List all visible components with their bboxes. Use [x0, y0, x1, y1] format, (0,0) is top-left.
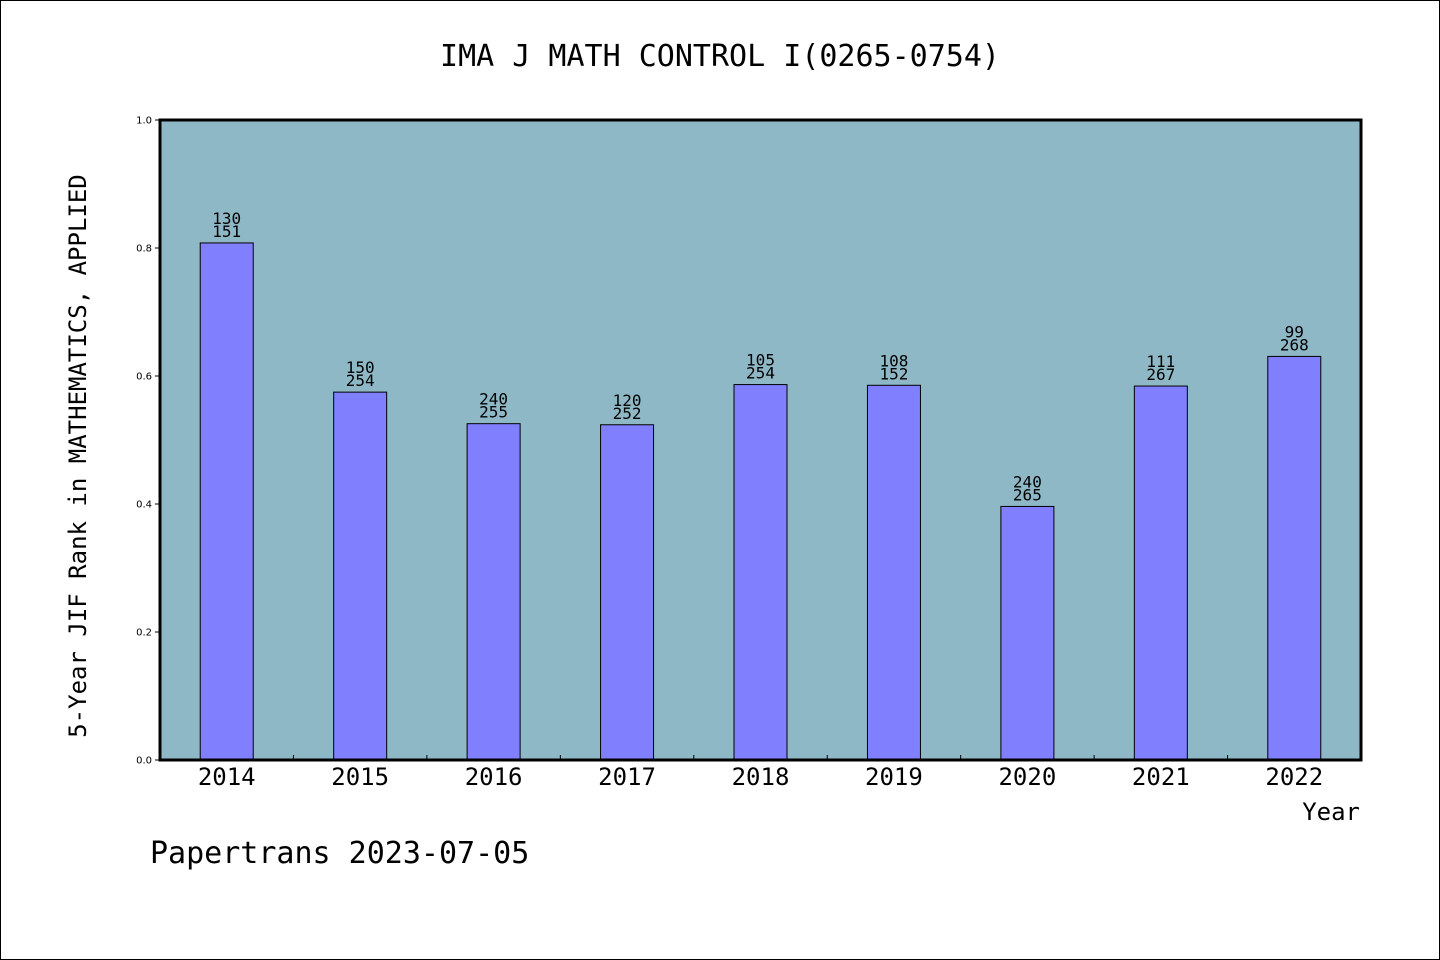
bar-total-label-2021: 267: [1146, 365, 1175, 384]
bar-labels-group: 1301511502542402551202521052541081522402…: [212, 209, 1308, 504]
x-tick-label-2017: 2017: [598, 763, 656, 791]
y-tick-label-0.0: 0.0: [136, 756, 152, 767]
bar-total-label-2016: 255: [479, 403, 508, 422]
bar-total-label-2017: 252: [613, 404, 642, 423]
bar-total-label-2018: 254: [746, 364, 775, 383]
y-tick-label-1.0: 1.0: [136, 116, 152, 127]
y-tick-label-0.4: 0.4: [136, 500, 152, 511]
x-tick-label-2021: 2021: [1132, 763, 1190, 791]
bar-total-label-2015: 254: [346, 371, 375, 390]
x-tick-label-2019: 2019: [865, 763, 923, 791]
bar-2015: [333, 391, 388, 761]
x-tick-label-2016: 2016: [465, 763, 523, 791]
x-axis: 2014 2015 2016 2017 2018 2019 2020 2021 2022: [198, 755, 1323, 791]
plot-border: [158, 118, 1363, 762]
bar-total-label-2022: 268: [1280, 335, 1309, 354]
footer-credit: Papertrans 2023-07-05: [150, 836, 529, 871]
bar-rank-label-2014: 130: [212, 209, 241, 228]
y-tick-label-0.6: 0.6: [136, 372, 152, 383]
bar-rank-label-2019: 108: [879, 351, 908, 370]
y-tick-label-0.8: 0.8: [136, 244, 152, 255]
bar-rank-label-2020: 240: [1013, 472, 1042, 491]
x-tick-label-2020: 2020: [998, 763, 1056, 791]
bars-group: [199, 242, 1322, 761]
x-axis-label: Year: [1302, 798, 1360, 826]
bar-rank-label-2022: 99: [1285, 322, 1304, 341]
bar-2017: [600, 424, 655, 761]
bar-total-label-2019: 152: [879, 364, 908, 383]
x-tick-label-2022: 2022: [1265, 763, 1323, 791]
y-axis-label: 5-Year JIF Rank in MATHEMATICS, APPLIED: [64, 174, 92, 738]
bar-2019: [866, 384, 921, 761]
bar-2021: [1133, 385, 1188, 761]
bar-rank-label-2018: 105: [746, 351, 775, 370]
y-tick-label-0.2: 0.2: [136, 628, 152, 639]
bar-2020: [1000, 505, 1055, 761]
bar-2016: [466, 423, 521, 761]
bar-total-label-2020: 265: [1013, 485, 1042, 504]
x-tick-label-2014: 2014: [198, 763, 256, 791]
chart-title: IMA J MATH CONTROL I(0265-0754): [440, 39, 1000, 74]
bar-2022: [1267, 355, 1322, 761]
x-tick-label-2018: 2018: [732, 763, 790, 791]
bar-rank-label-2016: 240: [479, 390, 508, 409]
bar-rank-label-2021: 111: [1146, 352, 1175, 371]
bar-rank-label-2015: 150: [346, 358, 375, 377]
bar-2018: [733, 384, 788, 761]
bar-rank-label-2017: 120: [613, 391, 642, 410]
x-tick-label-2015: 2015: [331, 763, 389, 791]
bar-total-label-2014: 151: [212, 222, 241, 241]
y-axis: 0.0 0.2 0.4 0.6 0.8 1.0: [136, 116, 160, 767]
bar-2014: [199, 242, 254, 761]
